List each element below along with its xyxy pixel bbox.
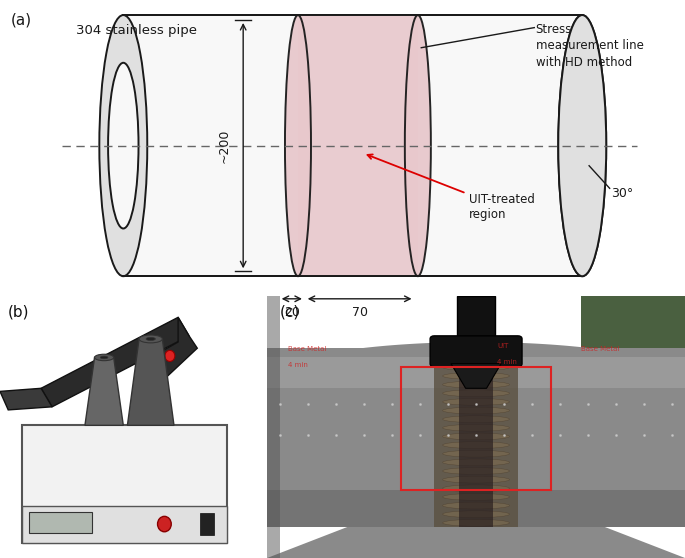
- Text: Base Metal: Base Metal: [288, 347, 327, 352]
- Text: UIT-treated
region: UIT-treated region: [368, 155, 535, 222]
- Bar: [267, 348, 685, 527]
- Polygon shape: [151, 318, 197, 379]
- Ellipse shape: [443, 476, 510, 483]
- Ellipse shape: [443, 355, 510, 362]
- Text: 70: 70: [351, 306, 368, 319]
- Ellipse shape: [558, 15, 606, 276]
- Polygon shape: [451, 364, 501, 388]
- FancyBboxPatch shape: [29, 512, 92, 533]
- Text: (c): (c): [279, 305, 300, 320]
- Ellipse shape: [100, 356, 108, 359]
- Circle shape: [165, 350, 175, 362]
- Ellipse shape: [285, 15, 311, 276]
- Ellipse shape: [443, 416, 510, 422]
- Ellipse shape: [443, 381, 510, 388]
- Ellipse shape: [443, 502, 510, 509]
- Ellipse shape: [99, 15, 147, 276]
- Ellipse shape: [443, 493, 510, 501]
- Ellipse shape: [443, 450, 510, 457]
- Ellipse shape: [443, 390, 510, 397]
- Text: (b): (b): [8, 305, 29, 320]
- Text: 4 min: 4 min: [497, 359, 517, 364]
- Ellipse shape: [139, 335, 162, 343]
- Text: Stress
measurement line
with HD method: Stress measurement line with HD method: [536, 22, 643, 69]
- Text: Base Metal: Base Metal: [581, 347, 619, 352]
- Bar: [267, 490, 685, 527]
- FancyBboxPatch shape: [430, 336, 522, 367]
- Bar: [460, 326, 493, 527]
- Bar: [581, 296, 685, 358]
- Ellipse shape: [443, 407, 510, 414]
- Ellipse shape: [443, 364, 510, 371]
- Text: 30°: 30°: [611, 187, 633, 200]
- Ellipse shape: [405, 15, 431, 276]
- Ellipse shape: [443, 398, 510, 405]
- Bar: [458, 296, 495, 342]
- Polygon shape: [22, 425, 227, 542]
- Ellipse shape: [95, 354, 114, 360]
- Polygon shape: [0, 388, 52, 410]
- Bar: [267, 296, 279, 558]
- Polygon shape: [41, 318, 189, 407]
- Ellipse shape: [443, 459, 510, 466]
- Text: ~200: ~200: [218, 128, 230, 163]
- Text: 304 stainless pipe: 304 stainless pipe: [77, 23, 197, 37]
- Bar: [434, 342, 518, 527]
- Text: UIT: UIT: [497, 343, 508, 349]
- Ellipse shape: [146, 338, 155, 340]
- Bar: [200, 513, 214, 535]
- Bar: [401, 367, 551, 490]
- Bar: [22, 506, 227, 542]
- Ellipse shape: [443, 468, 510, 474]
- Ellipse shape: [443, 425, 510, 431]
- Text: (a): (a): [10, 13, 32, 27]
- Ellipse shape: [443, 519, 510, 526]
- Circle shape: [158, 516, 171, 532]
- Ellipse shape: [443, 511, 510, 518]
- Bar: [267, 358, 685, 388]
- Text: 4 min: 4 min: [288, 362, 308, 368]
- Ellipse shape: [443, 442, 510, 449]
- Ellipse shape: [108, 63, 138, 229]
- Ellipse shape: [443, 433, 510, 440]
- Polygon shape: [85, 358, 123, 425]
- Polygon shape: [127, 339, 174, 425]
- Ellipse shape: [443, 485, 510, 492]
- Ellipse shape: [443, 373, 510, 379]
- Text: 20: 20: [284, 306, 300, 319]
- Polygon shape: [247, 342, 685, 558]
- Ellipse shape: [558, 15, 606, 276]
- Polygon shape: [298, 15, 418, 276]
- Polygon shape: [123, 15, 582, 276]
